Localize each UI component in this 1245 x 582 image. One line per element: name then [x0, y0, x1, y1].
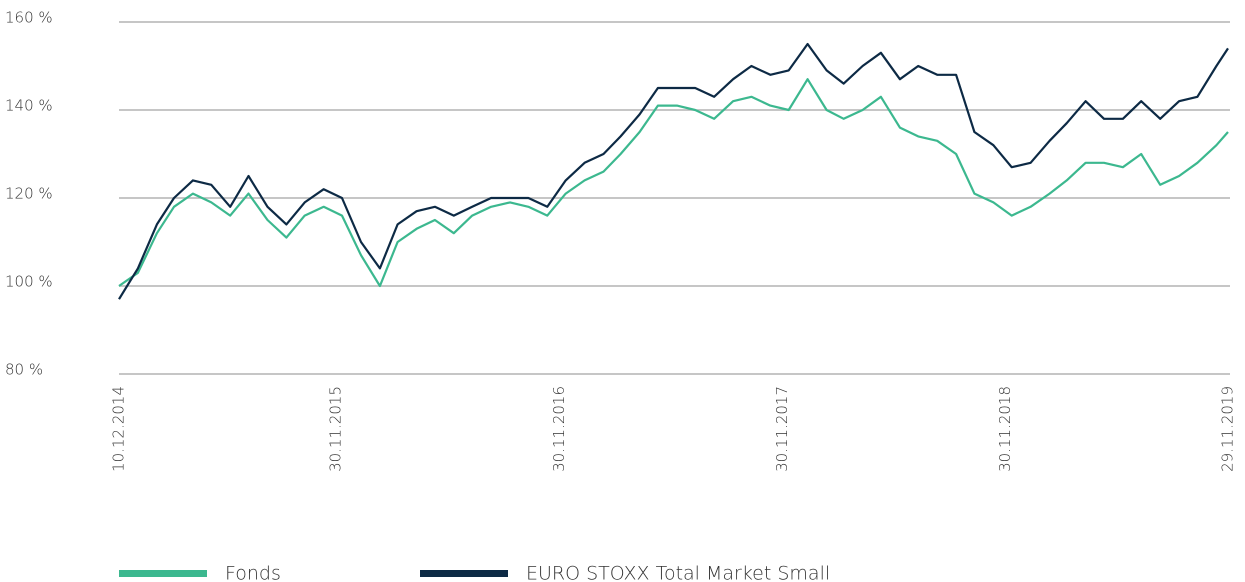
x-tick-label: 30.11.2018	[996, 386, 1014, 472]
y-tick-label: 80 %	[5, 361, 43, 379]
x-tick-label: 30.11.2015	[326, 386, 344, 472]
x-tick-label: 29.11.2019	[1219, 386, 1237, 472]
x-tick-label: 10.12.2014	[110, 386, 128, 472]
legend-label: Fonds	[225, 563, 281, 582]
y-tick-label: 140 %	[5, 97, 53, 115]
series-line	[118, 78, 1229, 288]
legend-label: EURO STOXX Total Market Small	[526, 563, 830, 582]
y-tick-label: 160 %	[5, 9, 53, 27]
y-tick-label: 100 %	[5, 273, 53, 291]
series-line	[118, 42, 1229, 300]
x-tick-label: 30.11.2017	[773, 386, 791, 472]
legend-swatch	[420, 570, 508, 577]
x-tick-label: 30.11.2016	[550, 386, 568, 472]
y-tick-label: 120 %	[5, 185, 53, 203]
legend-swatch	[119, 570, 207, 577]
